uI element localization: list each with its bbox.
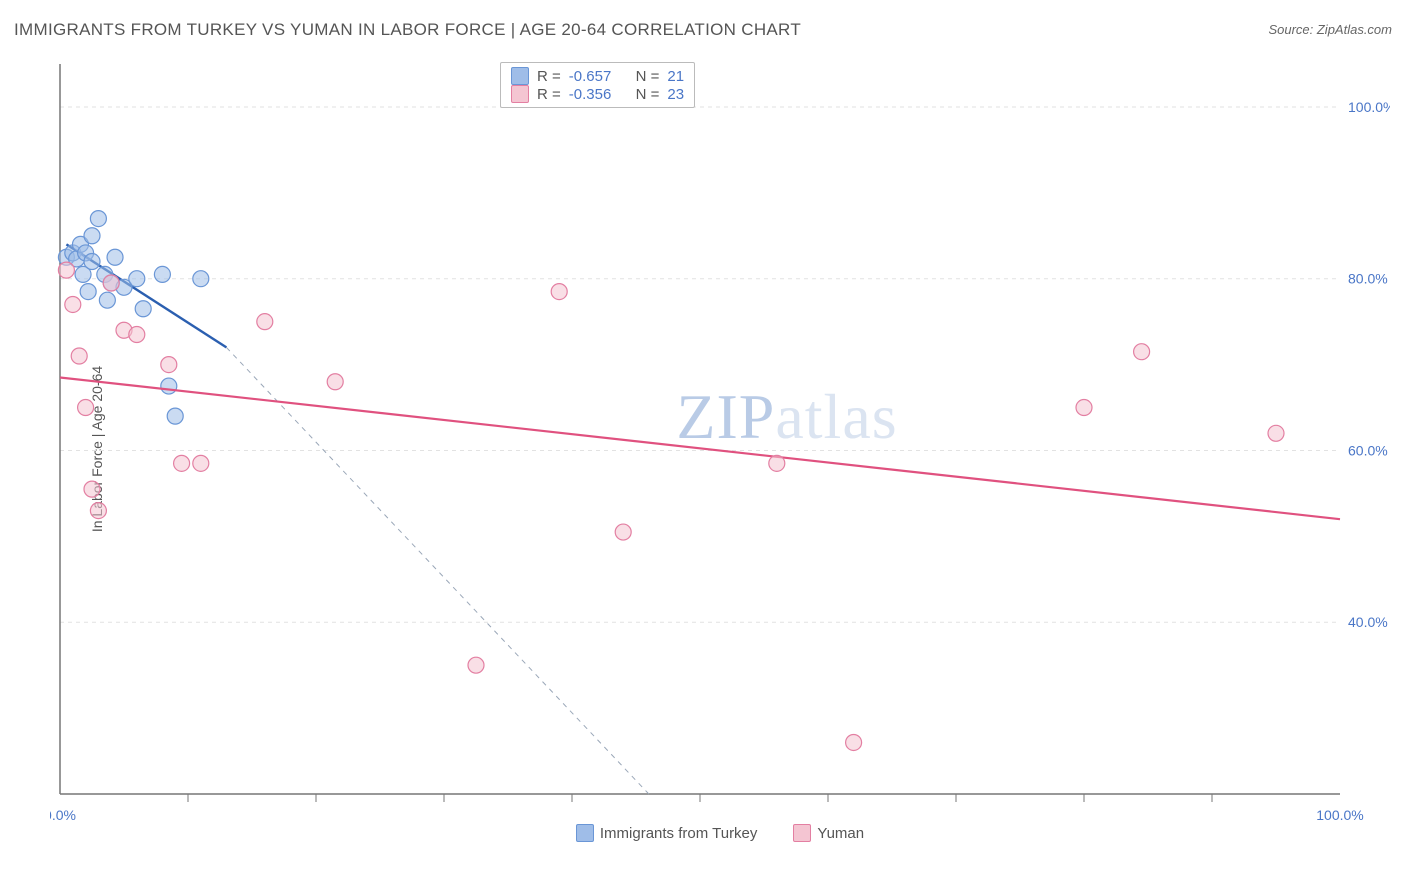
- source-prefix: Source:: [1268, 22, 1316, 37]
- legend-swatch-yuman: [511, 85, 529, 103]
- svg-text:0.0%: 0.0%: [50, 807, 76, 823]
- legend-series: Immigrants from Turkey Yuman: [50, 824, 1390, 846]
- legend-label-turkey: Immigrants from Turkey: [600, 825, 758, 842]
- legend-swatch-turkey-b: [576, 824, 594, 842]
- chart-title: IMMIGRANTS FROM TURKEY VS YUMAN IN LABOR…: [14, 20, 801, 40]
- source-attribution: Source: ZipAtlas.com: [1268, 22, 1392, 37]
- legend-row-turkey: R = -0.657 N = 21: [511, 67, 684, 85]
- legend-N-value-yuman: 23: [667, 86, 684, 103]
- svg-text:40.0%: 40.0%: [1348, 614, 1388, 630]
- legend-R-label: R =: [537, 86, 561, 103]
- legend-R-label: R =: [537, 68, 561, 85]
- svg-text:60.0%: 60.0%: [1348, 442, 1388, 458]
- svg-text:100.0%: 100.0%: [1348, 99, 1390, 115]
- legend-N-value-turkey: 21: [667, 68, 684, 85]
- legend-swatch-turkey: [511, 67, 529, 85]
- svg-text:80.0%: 80.0%: [1348, 271, 1388, 287]
- chart-container: In Labor Force | Age 20-64 40.0%60.0%80.…: [50, 54, 1390, 844]
- legend-item-turkey: Immigrants from Turkey: [576, 824, 758, 842]
- scatter-plot: 40.0% 60.0% 80.0% 100.0% 0.0% 100.0%: [50, 54, 1390, 844]
- legend-N-label: N =: [636, 68, 660, 85]
- legend-N-label: N =: [636, 86, 660, 103]
- legend-item-yuman: Yuman: [793, 824, 864, 842]
- legend-label-yuman: Yuman: [817, 825, 864, 842]
- source-name: ZipAtlas.com: [1317, 22, 1392, 37]
- legend-swatch-yuman-b: [793, 824, 811, 842]
- legend-R-value-turkey: -0.657: [569, 68, 612, 85]
- legend-R-value-yuman: -0.356: [569, 86, 612, 103]
- legend-correlation: R = -0.657 N = 21 R = -0.356 N = 23: [500, 62, 695, 108]
- legend-row-yuman: R = -0.356 N = 23: [511, 85, 684, 103]
- svg-text:100.0%: 100.0%: [1316, 807, 1363, 823]
